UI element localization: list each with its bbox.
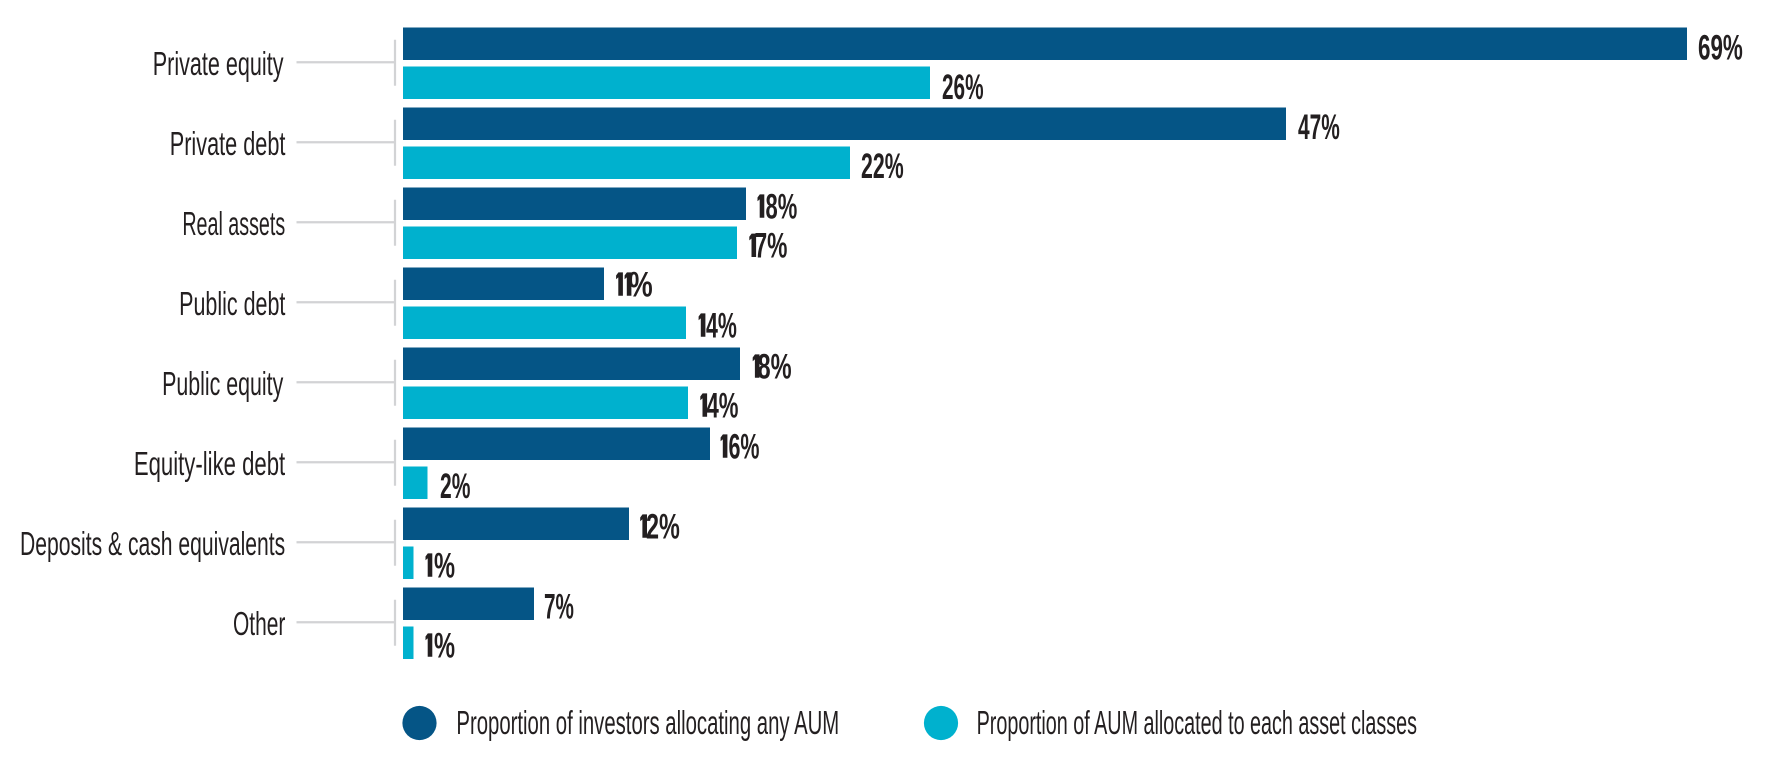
svg-text:69%: 69% <box>1698 29 1743 68</box>
svg-text:Public debt: Public debt <box>179 285 285 322</box>
svg-text:Deposits & cash equivalents: Deposits & cash equivalents <box>20 525 285 562</box>
svg-text:47%: 47% <box>1298 109 1340 148</box>
svg-text:Proportion of AUM allocated to: Proportion of AUM allocated to each asse… <box>977 704 1417 742</box>
svg-text:%: % <box>434 627 455 666</box>
svg-text:22%: 22% <box>861 148 904 187</box>
svg-text:4%: 4% <box>706 307 737 346</box>
svg-text:Other: Other <box>233 605 285 642</box>
svg-text:6%: 6% <box>729 428 760 467</box>
svg-text:Private equity: Private equity <box>153 45 284 82</box>
svg-text:%: % <box>434 547 455 586</box>
svg-text:Public equity: Public equity <box>162 365 283 402</box>
svg-text:4%: 4% <box>707 386 739 425</box>
svg-text:Proportion of investors alloca: Proportion of investors allocating any A… <box>456 704 839 741</box>
svg-text:%: % <box>629 265 653 304</box>
svg-text:8%: 8% <box>766 189 798 227</box>
svg-text:26%: 26% <box>942 69 984 108</box>
svg-text:Equity-like debt: Equity-like debt <box>134 446 286 482</box>
svg-text:8%: 8% <box>758 348 792 387</box>
svg-text:Real assets: Real assets <box>182 205 285 243</box>
svg-text:7%: 7% <box>544 588 574 627</box>
svg-text:Private debt: Private debt <box>170 125 286 162</box>
svg-text:2%: 2% <box>440 468 470 507</box>
svg-text:7%: 7% <box>755 227 788 266</box>
svg-text:2%: 2% <box>646 508 680 547</box>
